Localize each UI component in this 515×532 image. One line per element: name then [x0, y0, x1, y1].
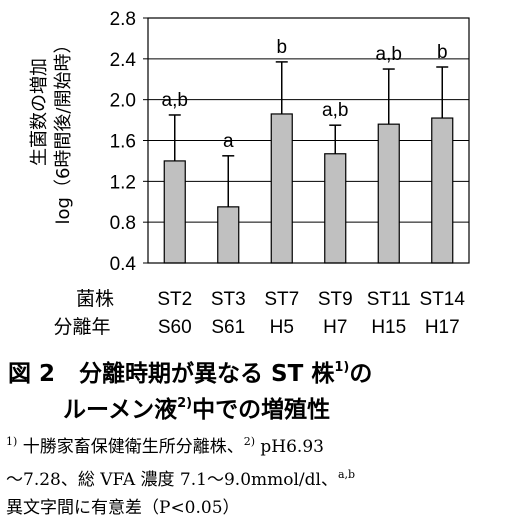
y-tick-label: 0.8 — [110, 213, 136, 234]
row-label-strain: 菌株 — [76, 288, 114, 310]
significance-label: a,b — [162, 90, 188, 111]
category-year-label: H15 — [371, 317, 406, 338]
figure-caption: 図 2 分離時期が異なる ST 株1)の ルーメン液2)中での増殖性 — [8, 353, 513, 425]
error-bars — [168, 61, 449, 207]
category-strain-label: ST3 — [211, 289, 246, 310]
caption-text-1-tail: の — [349, 361, 373, 387]
bar — [324, 153, 347, 264]
y-axis-label-line2: log（6時間後/開始時） — [53, 36, 74, 225]
bar — [270, 113, 293, 264]
category-year-label: H7 — [323, 317, 347, 338]
footnote-mark-3: a,b — [337, 468, 356, 481]
significance-label: b — [437, 42, 448, 63]
row-label-year: 分離年 — [53, 316, 110, 338]
caption-text-1: 分離時期が異なる ST 株 — [79, 361, 335, 387]
caption-footnote-mark-2: 2) — [177, 396, 193, 411]
footnote-mark-1: 1) — [6, 435, 18, 448]
y-axis-label-line1: 生菌数の増加 — [29, 58, 50, 166]
y-tick-label: 2.4 — [110, 50, 137, 71]
significance-label: a,b — [322, 100, 348, 121]
y-tick-label: 1.6 — [110, 132, 136, 153]
category-year-label: S61 — [211, 317, 245, 338]
bar — [431, 117, 454, 264]
footnote-text-2: pH6.93 — [260, 437, 324, 457]
significance-labels: a,b a b a,b a,b b — [162, 37, 448, 152]
y-tick-label: 1.2 — [110, 172, 136, 193]
footnote-mark-2: 2) — [243, 435, 255, 448]
category-year-label: H17 — [425, 317, 460, 338]
significance-label: a,b — [376, 44, 402, 65]
y-tick-label: 2.0 — [110, 91, 136, 112]
caption-line-1: 図 2 分離時期が異なる ST 株1)の — [8, 353, 513, 389]
footnote-text-4: 異文字間に有意差（P<0.05） — [6, 498, 240, 518]
y-tick-label: 2.8 — [110, 9, 136, 30]
y-tick-label: 0.4 — [110, 254, 137, 275]
category-strain-label: ST2 — [157, 289, 192, 310]
figure-number: 図 2 — [8, 361, 56, 387]
bar — [377, 123, 400, 264]
bar — [163, 160, 186, 264]
footnote-line-2: 〜7.28、総 VFA 濃度 7.1〜9.0mmol/dl、a,b — [6, 461, 512, 494]
category-labels: ST2 S60 ST3 S61 ST7 H5 ST9 H7 ST11 H15 ST14 H17 — [157, 289, 465, 338]
caption-text-2-tail: 中での増殖性 — [192, 397, 331, 423]
significance-label: b — [276, 37, 287, 58]
significance-label: a — [223, 131, 234, 152]
category-strain-label: ST11 — [367, 289, 411, 310]
bars — [163, 113, 454, 264]
category-strain-label: ST7 — [264, 289, 299, 310]
footnotes: 1) 十勝家畜保健衛生所分離株、2) pH6.93 〜7.28、総 VFA 濃度… — [6, 428, 512, 522]
category-strain-label: ST14 — [420, 289, 466, 310]
footnote-line-1: 1) 十勝家畜保健衛生所分離株、2) pH6.93 — [6, 428, 512, 461]
category-strain-label: ST9 — [318, 289, 353, 310]
bar-chart: 0.4 0.8 1.2 1.6 2.0 2.4 2.8 a,b a b a,b a,b b ST2 S6… — [29, 9, 470, 338]
y-tick-labels: 0.4 0.8 1.2 1.6 2.0 2.4 2.8 — [110, 9, 137, 275]
footnote-text-1: 十勝家畜保健衛生所分離株、 — [22, 437, 244, 457]
category-year-label: H5 — [270, 317, 294, 338]
plot-frame — [147, 17, 470, 264]
footnote-text-3: 〜7.28、総 VFA 濃度 7.1〜9.0mmol/dl、 — [6, 470, 338, 490]
caption-line-2: ルーメン液2)中での増殖性 — [8, 389, 513, 425]
caption-footnote-mark-1: 1) — [334, 360, 350, 375]
caption-text-2: ルーメン液 — [63, 397, 178, 423]
category-year-label: S60 — [158, 317, 192, 338]
gridlines — [143, 17, 469, 264]
bar — [217, 206, 240, 264]
footnote-line-3: 異文字間に有意差（P<0.05） — [6, 494, 512, 522]
plot-border — [147, 17, 470, 264]
